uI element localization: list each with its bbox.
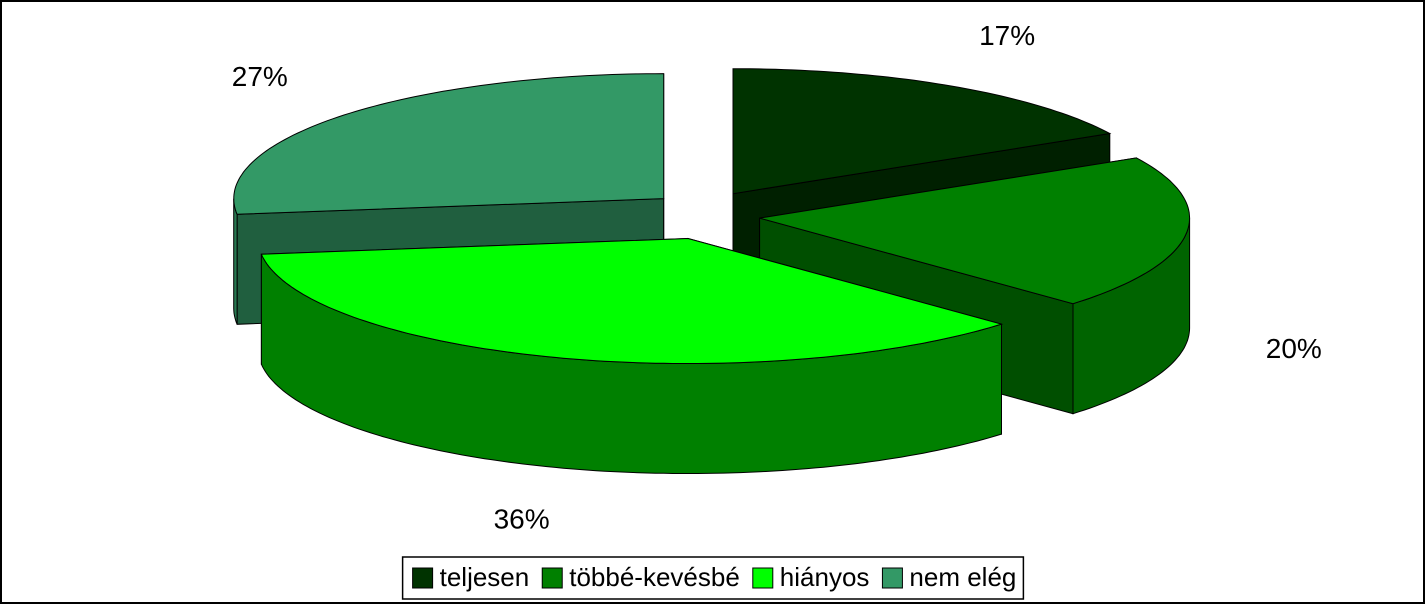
data-label: 36% — [494, 503, 550, 534]
pie-slice — [260, 237, 1004, 474]
legend-swatch — [881, 567, 903, 589]
slice-top — [260, 237, 1004, 364]
legend-label: hiányos — [780, 562, 870, 592]
legend: teljesen többé-kevésbé hiányos nem elég — [401, 556, 1025, 600]
slice-side — [233, 198, 238, 325]
legend-swatch — [541, 567, 563, 589]
slice-top — [233, 73, 665, 215]
legend-label: teljesen — [440, 562, 530, 592]
slice-top — [759, 157, 1191, 305]
legend-swatch — [412, 567, 434, 589]
pie: 17% 20% 36% 27% — [232, 20, 1322, 534]
data-label: 27% — [232, 61, 288, 92]
legend-label: többé-kevésbé — [569, 562, 740, 592]
legend-box — [401, 556, 1025, 600]
slice-top — [732, 68, 1112, 195]
data-label: 17% — [979, 20, 1035, 51]
legend-swatch — [752, 567, 774, 589]
legend-label: nem elég — [909, 562, 1016, 592]
data-label: 20% — [1266, 333, 1322, 364]
